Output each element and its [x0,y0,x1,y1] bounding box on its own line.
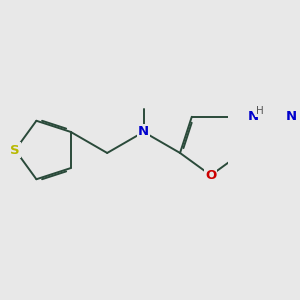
Text: N: N [138,125,149,138]
Text: O: O [205,169,216,182]
Text: N: N [286,110,297,123]
Text: H: H [256,106,264,116]
Text: S: S [10,143,20,157]
Text: N: N [248,110,259,123]
